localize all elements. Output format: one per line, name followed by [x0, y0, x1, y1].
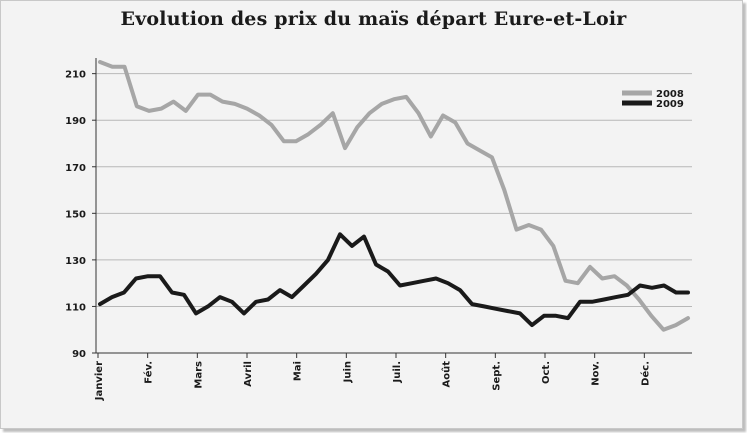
x-tick-label: Janvier [94, 361, 105, 401]
y-tick-label: 90 [72, 349, 86, 360]
x-tick-label: Mars [193, 361, 204, 389]
y-tick-label: 190 [65, 116, 86, 127]
series-lines [98, 60, 690, 332]
axes [95, 58, 692, 354]
x-tick-label: Nov. [591, 361, 602, 386]
x-tick-label: Mai [293, 361, 304, 381]
x-tick-label: Déc. [639, 361, 651, 386]
x-tick-label: Oct. [541, 361, 552, 384]
x-axis-ticks: Janvier Fév. Mars Avril Mai Juin Juil. Août Sept… [94, 353, 651, 401]
legend-label-2009: 2009 [656, 99, 684, 110]
y-tick-label: 130 [65, 256, 86, 267]
x-tick-label: Avril [243, 361, 254, 387]
y-tick-label: 170 [65, 163, 86, 174]
y-tick-label: 110 [65, 302, 86, 313]
series-line-2008 [98, 60, 690, 332]
y-tick-label: 210 [65, 70, 86, 81]
legend-label-2008: 2008 [656, 89, 684, 100]
x-tick-label: Août [441, 361, 453, 388]
chart-title: Evolution des prix du maïs départ Eure-e… [120, 8, 627, 30]
x-tick-label: Sept. [491, 361, 502, 391]
y-tick-label: 150 [65, 209, 86, 220]
y-axis-ticks: 90 110 130 150 170 190 210 [65, 70, 96, 360]
grid-lines [96, 73, 692, 307]
x-tick-label: Fév. [143, 361, 155, 384]
series-line-2009 [98, 232, 690, 328]
x-tick-label: Juil. [392, 361, 403, 384]
x-tick-label: Juin [342, 361, 353, 383]
